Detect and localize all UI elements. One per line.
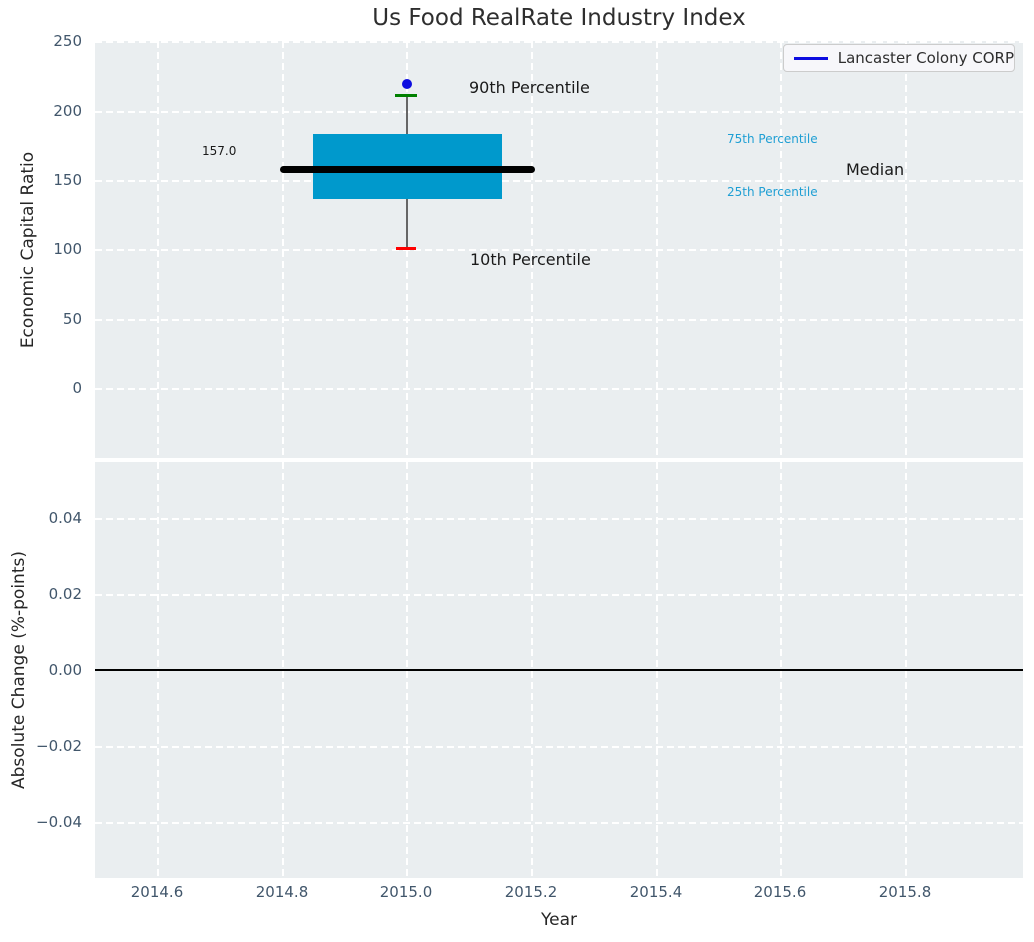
ytick-label: 0.00 bbox=[48, 661, 82, 679]
annotation-10th-percentile: 10th Percentile bbox=[470, 250, 591, 269]
gridline-horizontal bbox=[95, 249, 1023, 251]
xtick-label: 2014.6 bbox=[130, 883, 184, 901]
legend-series-label: Lancaster Colony CORP bbox=[837, 49, 1014, 67]
xtick-label: 2015.0 bbox=[379, 883, 433, 901]
legend: Lancaster Colony CORP bbox=[783, 44, 1015, 72]
gridline-horizontal bbox=[95, 180, 1023, 182]
xtick-label: 2015.2 bbox=[504, 883, 558, 901]
xtick-label: 2015.4 bbox=[629, 883, 683, 901]
median-value-annotation: 157.0 bbox=[202, 144, 237, 158]
x-axis-label: Year bbox=[541, 910, 577, 930]
annotation-75th-percentile: 75th Percentile bbox=[727, 132, 818, 146]
bottom-y-axis-label: Absolute Change (%-points) bbox=[9, 551, 29, 789]
gridline-horizontal bbox=[95, 111, 1023, 113]
chart-title: Us Food RealRate Industry Index bbox=[372, 5, 746, 31]
gridline-horizontal bbox=[95, 319, 1023, 321]
ytick-label: 50 bbox=[62, 310, 82, 328]
xtick-label: 2014.8 bbox=[255, 883, 309, 901]
boxplot-10th-percentile-cap bbox=[396, 247, 416, 250]
ytick-label: −0.04 bbox=[36, 813, 82, 831]
zero-reference-line bbox=[95, 669, 1023, 671]
xtick-label: 2015.6 bbox=[753, 883, 807, 901]
gridline-horizontal bbox=[95, 41, 1023, 43]
ytick-label: −0.02 bbox=[36, 737, 82, 755]
ytick-label: 0 bbox=[72, 379, 82, 397]
boxplot-median-line bbox=[280, 166, 535, 173]
top-y-axis-label: Economic Capital Ratio bbox=[18, 151, 38, 349]
ytick-label: 200 bbox=[53, 102, 82, 120]
gridline-horizontal bbox=[95, 746, 1023, 748]
company-data-point bbox=[402, 79, 412, 89]
bottom-axes bbox=[95, 462, 1023, 878]
annotation-25th-percentile: 25th Percentile bbox=[727, 185, 818, 199]
annotation-90th-percentile: 90th Percentile bbox=[469, 78, 590, 97]
ytick-label: 150 bbox=[53, 171, 82, 189]
ytick-label: 0.04 bbox=[48, 509, 82, 527]
xtick-label: 2015.8 bbox=[878, 883, 932, 901]
annotation-median: Median bbox=[846, 160, 905, 179]
ytick-label: 100 bbox=[53, 240, 82, 258]
ytick-label: 250 bbox=[53, 32, 82, 50]
gridline-horizontal bbox=[95, 518, 1023, 520]
gridline-horizontal bbox=[95, 388, 1023, 390]
ytick-label: 0.02 bbox=[48, 585, 82, 603]
legend-line-swatch bbox=[794, 56, 828, 60]
top-axes: 157.0 90th Percentile 10th Percentile 75… bbox=[95, 41, 1023, 458]
gridline-horizontal bbox=[95, 822, 1023, 824]
boxplot-90th-percentile-cap bbox=[395, 94, 417, 97]
gridline-horizontal bbox=[95, 594, 1023, 596]
